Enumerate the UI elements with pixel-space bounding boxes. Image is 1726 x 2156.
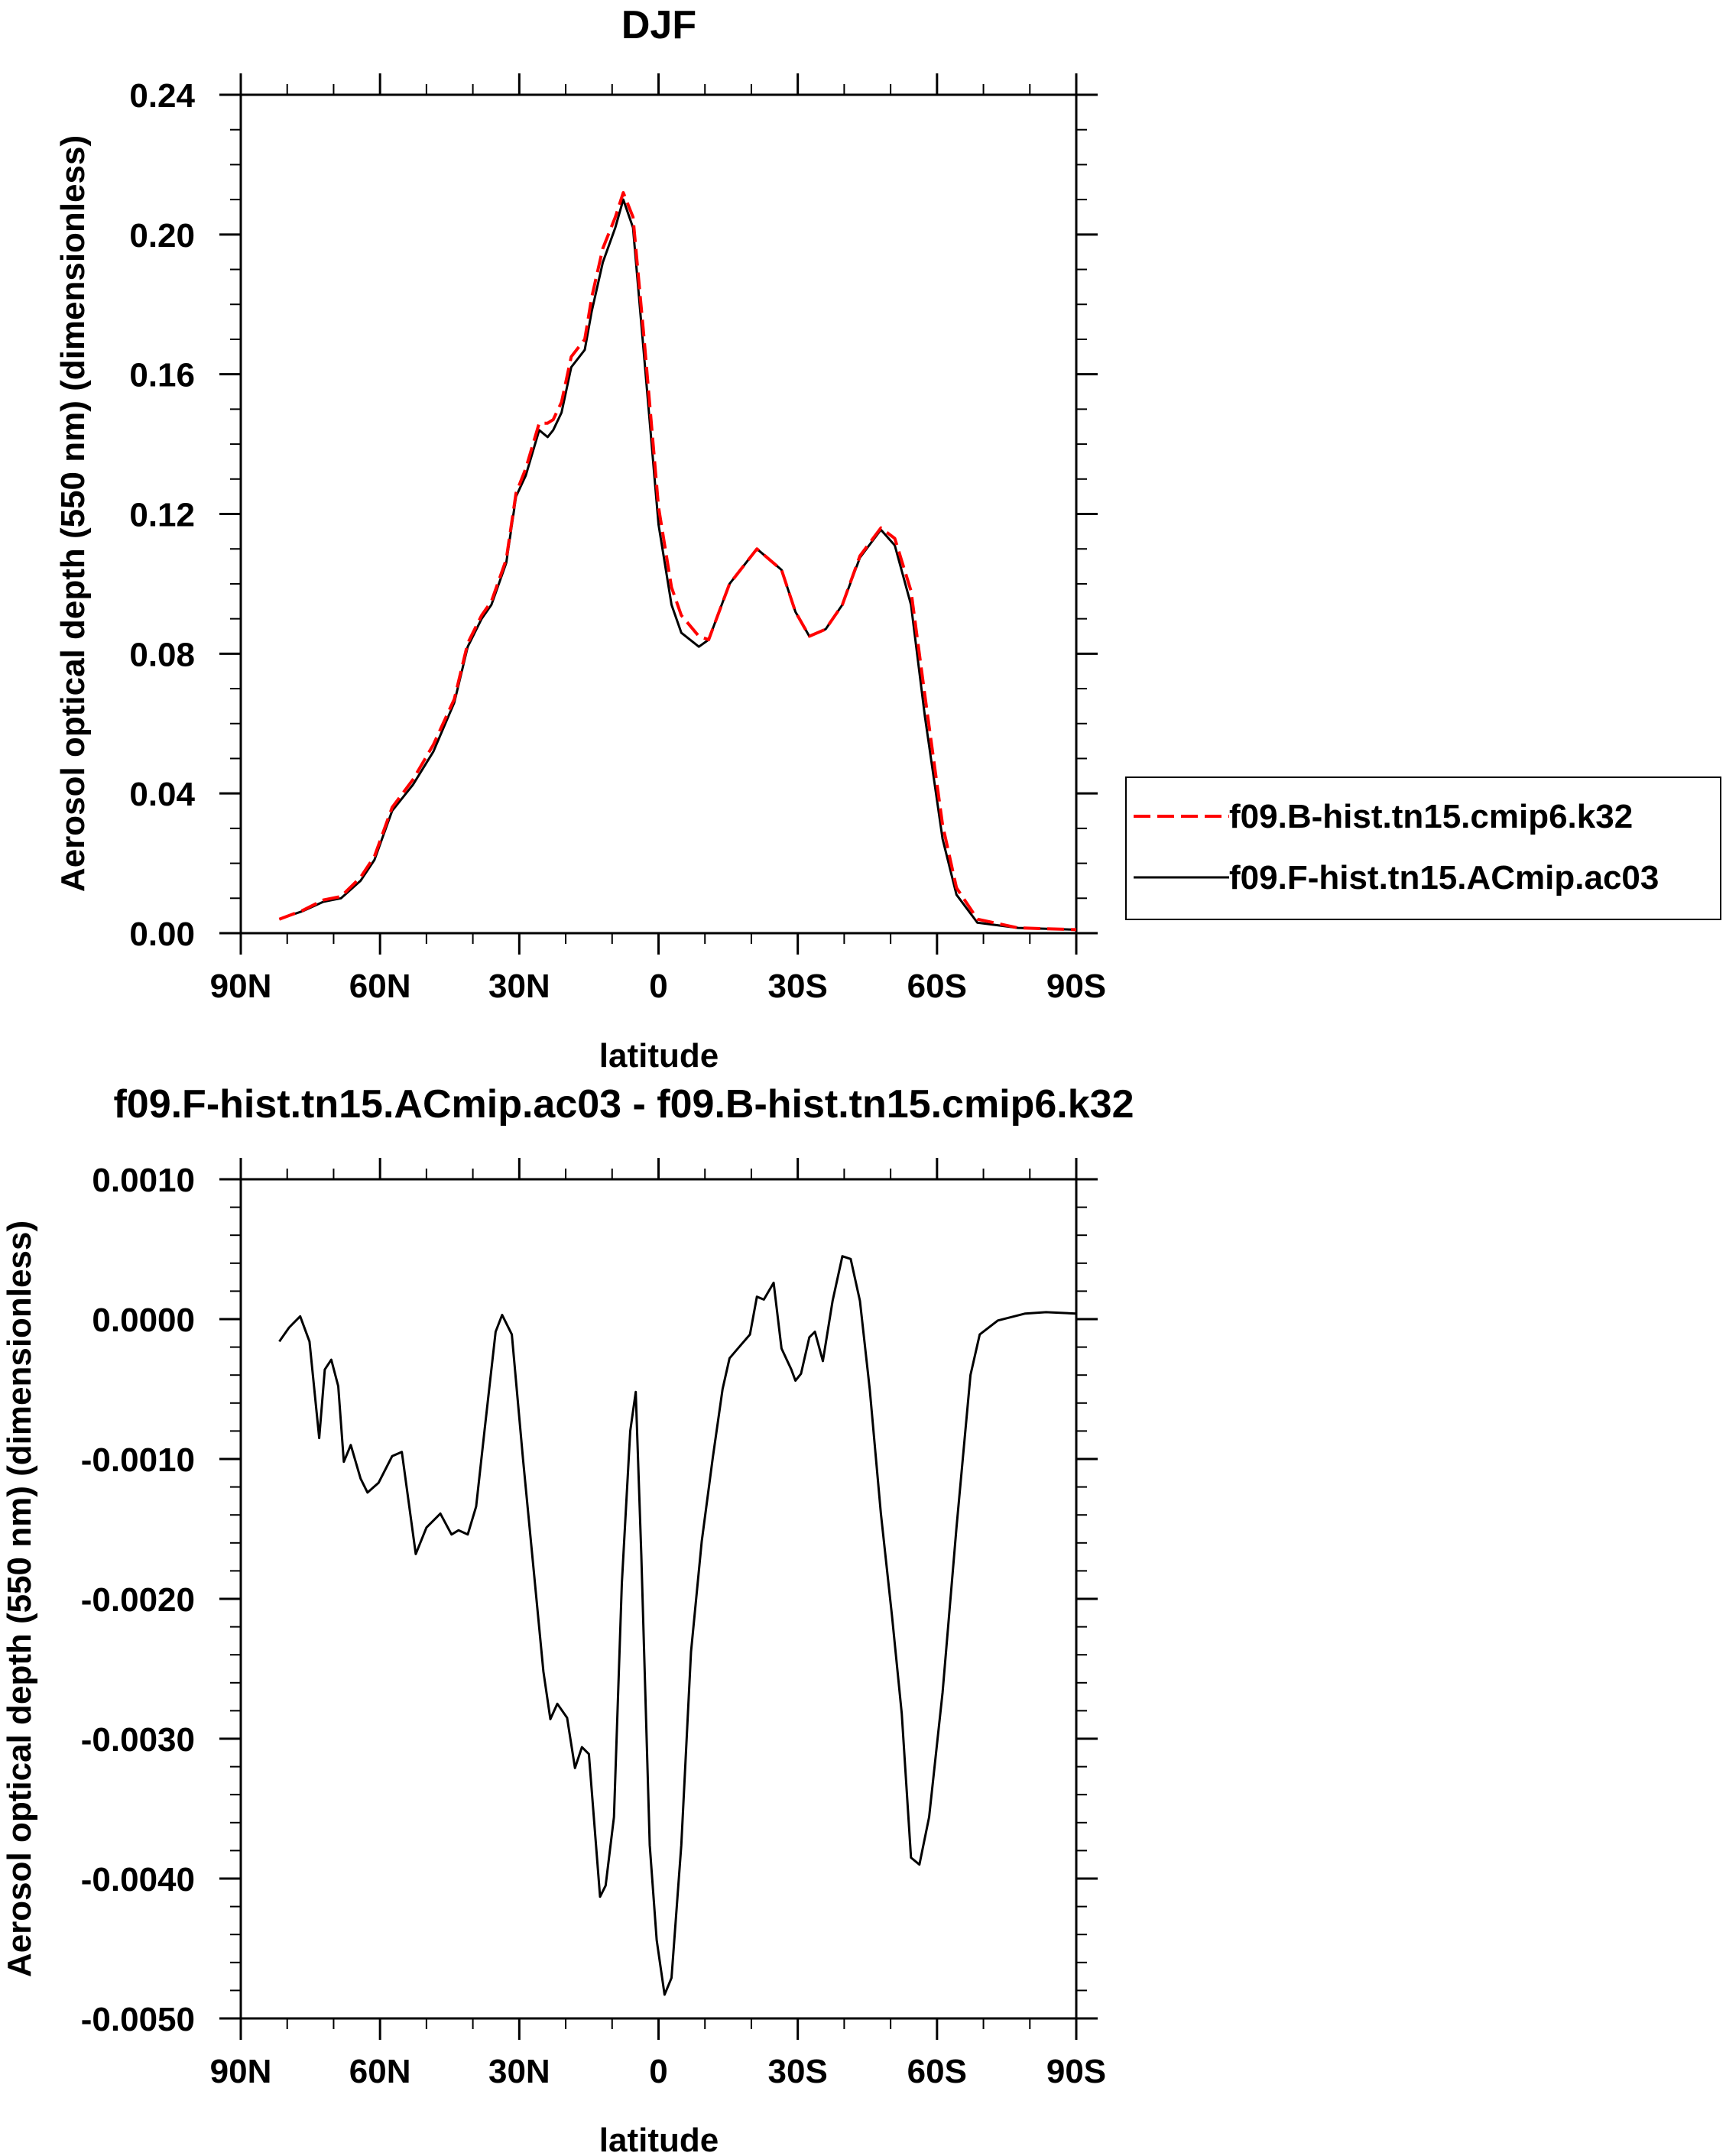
- series-line-f09-f-hist-tn15-acmip-ac03: [278, 198, 1077, 931]
- x-tick-label: 60N: [349, 968, 411, 1005]
- y-tick-label: 0.20: [129, 217, 195, 255]
- series-line-difference: [278, 1255, 1077, 1996]
- y-tick-label: 0.00: [129, 916, 195, 953]
- y-tick-label: 0.04: [129, 776, 195, 813]
- series-line-f09-b-hist-tn15-cmip6-k32: [278, 191, 1077, 932]
- x-tick-label: 90S: [1046, 2053, 1106, 2090]
- top-chart-title: DJF: [621, 3, 696, 47]
- y-tick-label: 0.24: [129, 77, 195, 115]
- y-tick-label: -0.0020: [81, 1581, 195, 1619]
- legend-label-acmip: f09.F-hist.tn15.ACmip.ac03: [1229, 859, 1659, 896]
- plot-frame: [239, 93, 1078, 935]
- y-tick-label: 0.0000: [92, 1302, 195, 1339]
- top-y-axis-label: Aerosol optical depth (550 nm) (dimensio…: [54, 135, 92, 892]
- x-tick-label: 30N: [488, 968, 550, 1005]
- y-tick-label: -0.0030: [81, 1721, 195, 1759]
- y-tick-label: 0.12: [129, 497, 195, 534]
- y-tick-label: 0.0010: [92, 1162, 195, 1199]
- legend-label-cmip6: f09.B-hist.tn15.cmip6.k32: [1229, 798, 1633, 835]
- y-tick-label: -0.0040: [81, 1861, 195, 1898]
- y-tick-label: 0.16: [129, 357, 195, 394]
- x-tick-label: 0: [649, 968, 667, 1005]
- y-tick-label: 0.08: [129, 636, 195, 673]
- bottom-y-axis-label: Aerosol optical depth (550 nm) (dimensio…: [1, 1221, 38, 1977]
- x-tick-label: 30S: [768, 968, 828, 1005]
- y-tick-label: -0.0050: [81, 2001, 195, 2038]
- x-tick-label: 90N: [210, 968, 272, 1005]
- top-x-axis-label: latitude: [599, 1037, 719, 1075]
- bottom-panel-difference: f09.F-hist.tn15.ACmip.ac03 - f09.B-hist.…: [1, 1082, 1134, 2156]
- x-tick-label: 0: [649, 2053, 667, 2090]
- x-tick-label: 60S: [907, 2053, 967, 2090]
- bottom-x-axis-label: latitude: [599, 2122, 719, 2156]
- x-tick-label: 30N: [488, 2053, 550, 2090]
- x-tick-label: 60S: [907, 968, 967, 1005]
- legend-box: [1125, 776, 1721, 920]
- x-tick-label: 60N: [349, 2053, 411, 2090]
- x-tick-label: 90S: [1046, 968, 1106, 1005]
- x-tick-label: 30S: [768, 2053, 828, 2090]
- x-tick-label: 90N: [210, 2053, 272, 2090]
- bottom-chart-title: f09.F-hist.tn15.ACmip.ac03 - f09.B-hist.…: [113, 1082, 1134, 1127]
- top-panel-djf: DJF latitude Aerosol optical depth (550 …: [54, 3, 1106, 1075]
- y-tick-label: -0.0010: [81, 1441, 195, 1479]
- plot-frame: [239, 1178, 1078, 2020]
- legend: f09.B-hist.tn15.cmip6.k32 f09.F-hist.tn1…: [1125, 776, 1721, 920]
